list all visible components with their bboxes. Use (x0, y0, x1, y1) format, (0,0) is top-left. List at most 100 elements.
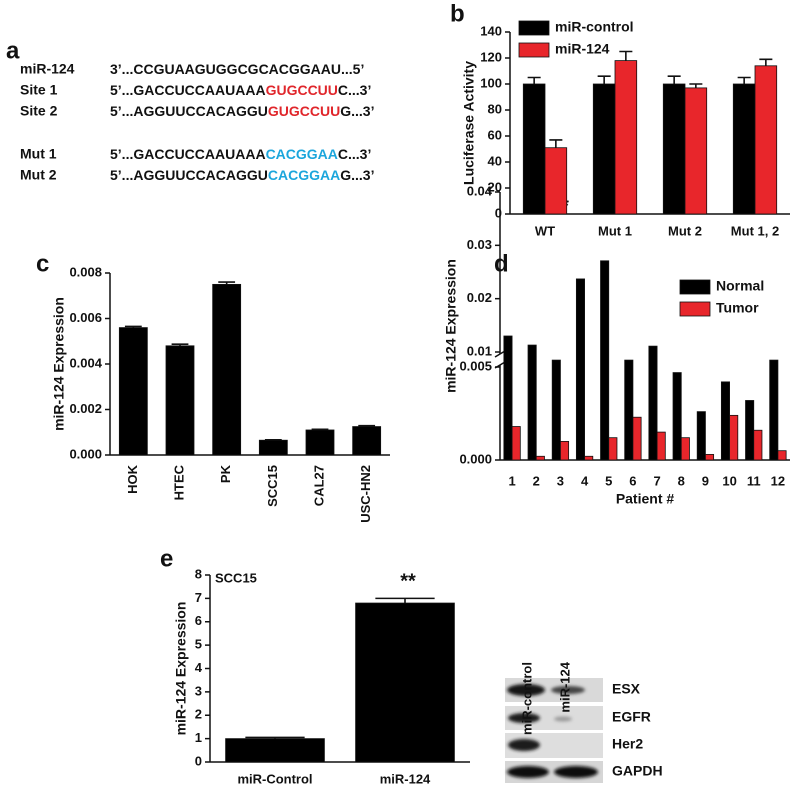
error-bar (619, 50, 633, 61)
sequence-name: Site 1 (20, 82, 58, 98)
x-tick-label: 6 (629, 473, 636, 488)
protein-label: ESX (612, 681, 641, 697)
x-tick-label: 11 (747, 473, 761, 488)
error-bar (218, 281, 236, 285)
axis-break (494, 350, 506, 358)
x-tick-label: 4 (581, 473, 589, 488)
bar (696, 411, 706, 461)
sequence-name: miR-124 (20, 61, 75, 77)
error-bar (737, 76, 751, 84)
bar (720, 381, 730, 461)
error-bar (245, 736, 305, 739)
sequence-name: Site 2 (20, 103, 58, 119)
error-bar (358, 424, 376, 427)
legend-swatch (518, 20, 550, 36)
x-tick-label: 2 (533, 473, 540, 488)
x-tick-label: HOK (125, 464, 140, 494)
bar (624, 359, 634, 461)
bar (662, 83, 686, 215)
y-tick-label: 80 (488, 101, 502, 116)
bar (305, 429, 335, 456)
y-tick-label: 0.04 (467, 183, 493, 198)
y-tick-label: 2 (195, 707, 202, 722)
y-tick-label: 8 (195, 566, 202, 581)
legend-label: miR-124 (555, 41, 610, 57)
y-axis-label: Luciferase Activity (461, 61, 477, 185)
legend-swatch (679, 301, 711, 317)
bar (745, 400, 755, 461)
error-bar (689, 83, 703, 88)
y-tick-label: 0.008 (69, 264, 102, 279)
bar (522, 83, 546, 215)
error-bar (667, 75, 681, 84)
x-tick-label: 8 (678, 473, 685, 488)
lane-label: miR-control (519, 662, 534, 735)
x-tick-label: PK (218, 464, 233, 483)
y-axis-label: miR-124 Expression (173, 602, 189, 736)
y-tick-label: 100 (480, 75, 502, 90)
y-tick-label: 6 (195, 613, 202, 628)
legend-label: Tumor (716, 300, 759, 316)
legend-swatch (518, 42, 550, 58)
bar (352, 426, 382, 456)
panel-label: e (160, 545, 173, 572)
bar (777, 450, 787, 461)
bar (632, 416, 642, 461)
y-tick-label: 0.004 (69, 355, 102, 370)
sequence: 5’...GACCUCCAAUAAAGUGCCUUC...3’ (110, 82, 371, 98)
sequence: 5’...AGGUUCCACAGGUGUGCCUUG...3’ (110, 103, 374, 119)
x-tick-label: 1 (508, 473, 515, 488)
y-axis-label: miR-124 Expression (443, 259, 459, 393)
y-tick-label: 40 (488, 153, 502, 168)
bar (225, 738, 325, 763)
blot-image (505, 678, 603, 783)
y-tick-label: 0.000 (69, 446, 102, 461)
panel-label: b (450, 0, 465, 27)
bar (535, 455, 545, 461)
bar (648, 345, 658, 461)
sequence-segment: GUGCCUU (268, 103, 340, 119)
x-tick-label: 7 (653, 473, 660, 488)
error-bar (375, 597, 435, 604)
bar (769, 359, 779, 461)
sequence-segment: C...3’ (338, 82, 371, 98)
x-tick-label: USC-HN2 (358, 465, 373, 523)
y-tick-label: 0 (195, 753, 202, 768)
y-tick-label: 7 (195, 590, 202, 605)
bar (544, 147, 568, 215)
legend-label: Normal (716, 278, 764, 294)
sequence-segment: 3’...CCGUAAGUGGCGCACGGAAU...5’ (110, 61, 364, 77)
y-tick-label: 0.002 (69, 401, 102, 416)
bar (614, 60, 638, 215)
sequence: 3’...CCGUAAGUGGCGCACGGAAU...5’ (110, 61, 364, 77)
error-bar (549, 139, 563, 148)
bar (729, 414, 739, 461)
y-tick-label: 0.01 (467, 343, 492, 358)
sequence-segment: G...3’ (340, 167, 374, 183)
y-tick-label: 120 (480, 49, 502, 64)
x-tick-label: 12 (771, 473, 785, 488)
sequence-segment: 5’...GACCUCCAAUAAA (110, 82, 266, 98)
y-tick-label: 0.02 (467, 290, 492, 305)
sequence-segment: CACGGAA (266, 146, 338, 162)
bar (592, 83, 616, 215)
bar (754, 65, 778, 215)
annotation: ** (400, 570, 416, 592)
x-tick-label: CAL27 (311, 465, 326, 506)
protein-label: EGFR (612, 709, 651, 725)
y-axis-label: miR-124 Expression (51, 297, 67, 431)
bar (680, 437, 690, 461)
bar (656, 431, 666, 461)
x-tick-label: WT (535, 223, 555, 238)
panel-label: a (6, 37, 20, 64)
protein-label: Her2 (612, 736, 643, 752)
panel-label: d (494, 250, 509, 277)
bar (212, 283, 242, 456)
subtitle: SCC15 (215, 570, 257, 585)
sequence-name: Mut 2 (20, 167, 57, 183)
bar (551, 359, 561, 461)
protein-label: GAPDH (612, 763, 663, 779)
bar (118, 327, 148, 456)
x-tick-label: 10 (722, 473, 736, 488)
x-tick-label: Mut 1, 2 (731, 223, 779, 238)
